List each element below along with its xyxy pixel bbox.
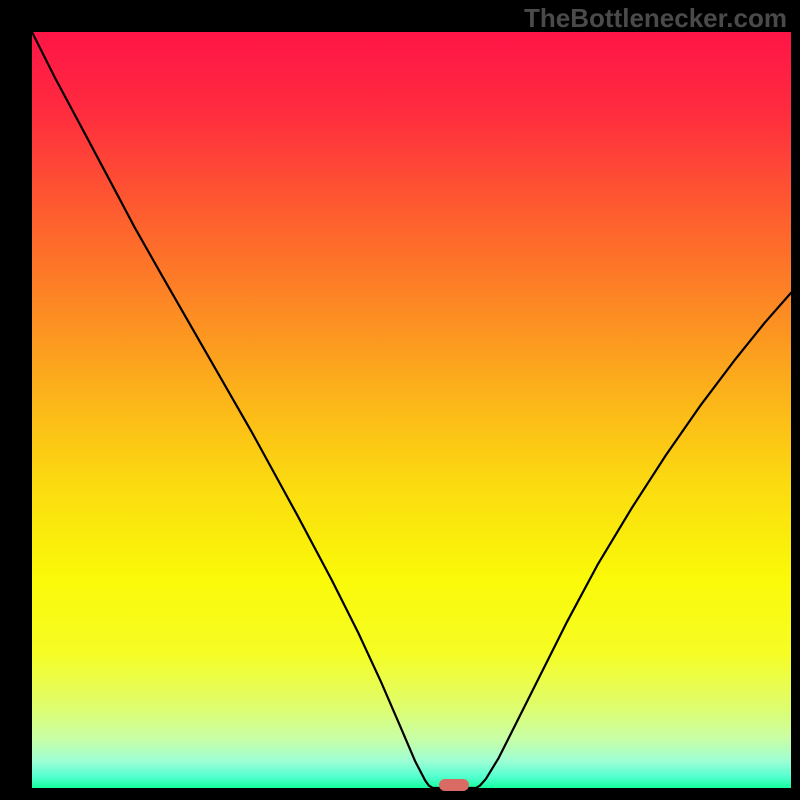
plot-area bbox=[32, 32, 791, 788]
optimal-range-marker bbox=[439, 779, 469, 791]
chart-stage: TheBottlenecker.com bbox=[0, 0, 800, 800]
watermark-text: TheBottlenecker.com bbox=[524, 3, 787, 34]
